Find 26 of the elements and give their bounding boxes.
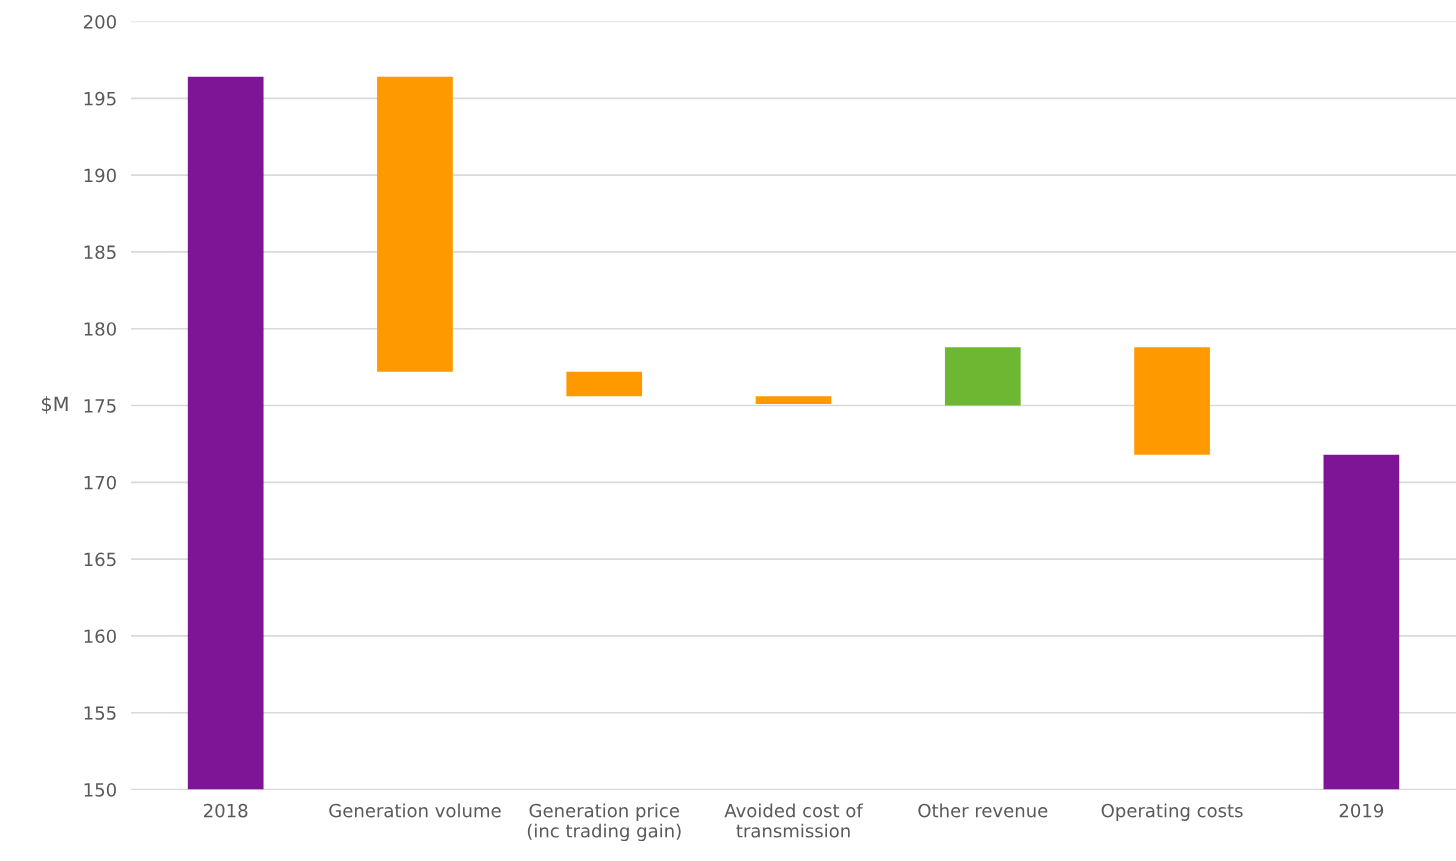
x-tick-label: Generation volume <box>329 803 501 818</box>
y-tick-label: 155 <box>84 706 116 720</box>
bar <box>1323 454 1400 790</box>
y-tick-label: 150 <box>84 783 116 797</box>
y-tick-label: 195 <box>84 91 116 106</box>
bar <box>187 76 264 790</box>
y-tick-label: 200 <box>84 14 116 29</box>
y-tick-label: 180 <box>84 322 116 336</box>
x-tick-label: 2018 <box>204 803 248 818</box>
bar <box>1134 347 1210 455</box>
x-tick-label: Avoided cost of transmission <box>724 803 864 838</box>
bar <box>944 347 1021 406</box>
x-tick-label: 2019 <box>1339 803 1384 818</box>
y-tick-label: 160 <box>84 629 116 644</box>
x-tick-label: Generation price (inc trading gain) <box>527 803 681 842</box>
y-axis-title: $M <box>41 396 68 414</box>
bar <box>377 76 453 372</box>
y-tick-label: 190 <box>84 168 116 183</box>
bar <box>755 396 832 404</box>
y-tick-label: 165 <box>84 552 116 567</box>
bar <box>566 371 643 397</box>
y-tick-label: 185 <box>84 245 116 260</box>
y-tick-label: 175 <box>84 399 116 413</box>
x-tick-label: Operating costs <box>1101 803 1243 821</box>
y-tick-label: 170 <box>84 475 116 490</box>
x-tick-label: Other revenue <box>918 803 1048 818</box>
